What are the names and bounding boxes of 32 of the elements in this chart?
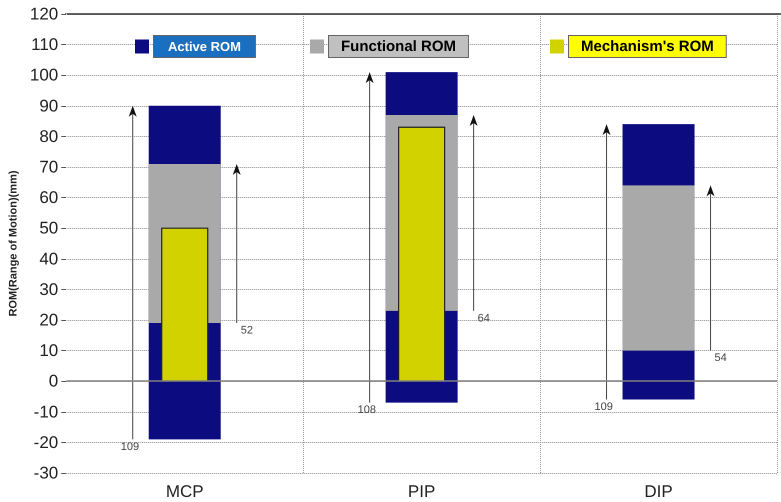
annotation: 108: [358, 404, 376, 416]
x-tick-label: MCP: [166, 482, 204, 501]
annotation: 109: [594, 401, 613, 414]
y-tick-label: -30: [34, 464, 58, 482]
y-tick-label: 120: [30, 4, 58, 24]
y-tick-label: 30: [39, 280, 58, 299]
legend-label: Functional ROM: [341, 38, 456, 55]
legend-label: Mechanism's ROM: [581, 38, 714, 55]
y-tick-label: 90: [39, 96, 58, 116]
y-tick-label: 80: [39, 126, 58, 146]
y-axis-title: ROM(Range of Motion)(mm): [8, 170, 20, 317]
annotation: 52: [240, 324, 253, 337]
bar: [398, 126, 446, 382]
bar: [161, 228, 208, 382]
y-tick-label: 70: [39, 158, 58, 176]
y-tick-label: -10: [34, 402, 58, 422]
x-tick-label: DIP: [644, 482, 673, 501]
y-tick-label: 0: [48, 372, 58, 391]
y-tick-label: 10: [39, 341, 58, 360]
y-tick-label: 20: [39, 310, 58, 330]
annotation: 64: [478, 312, 490, 324]
y-tick-label: -20: [34, 432, 58, 452]
y-tick-label: 40: [39, 249, 58, 268]
annotation: 109: [120, 440, 140, 453]
y-tick-label: 60: [39, 188, 58, 208]
y-tick-label: 100: [30, 66, 58, 85]
legend-label: Active ROM: [168, 39, 241, 54]
y-tick-label: 50: [39, 218, 58, 238]
x-tick-label: PIP: [408, 482, 436, 501]
annotation: 54: [714, 352, 727, 364]
y-tick-label: 110: [31, 35, 58, 54]
bar: [622, 185, 695, 351]
